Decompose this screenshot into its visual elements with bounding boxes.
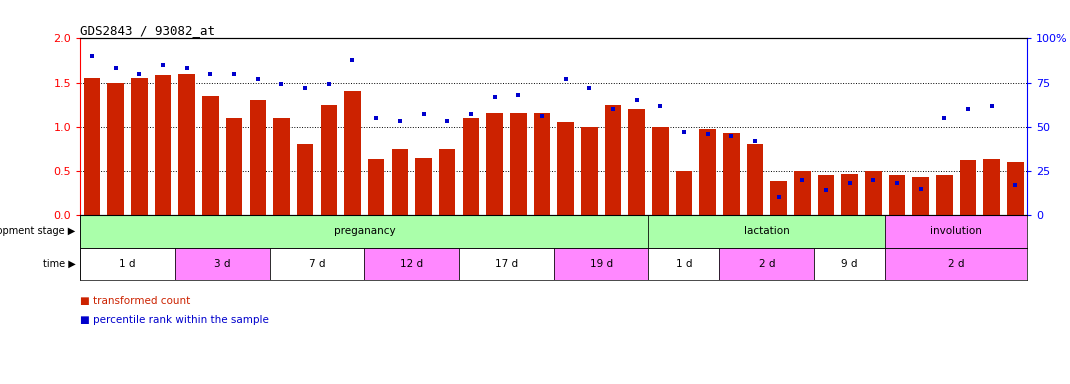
- Text: 12 d: 12 d: [400, 259, 424, 269]
- Bar: [80, 215, 648, 248]
- Bar: [770, 182, 786, 215]
- Bar: [648, 248, 719, 280]
- Bar: [700, 129, 716, 215]
- Bar: [459, 248, 554, 280]
- Bar: [83, 78, 101, 215]
- Bar: [648, 215, 885, 248]
- Bar: [296, 144, 314, 215]
- Bar: [983, 159, 1000, 215]
- Text: 1 d: 1 d: [120, 259, 136, 269]
- Bar: [345, 91, 361, 215]
- Bar: [554, 248, 648, 280]
- Bar: [392, 149, 408, 215]
- Bar: [814, 248, 885, 280]
- Bar: [885, 248, 1027, 280]
- Bar: [889, 175, 905, 215]
- Text: 2 d: 2 d: [948, 259, 964, 269]
- Text: ■ percentile rank within the sample: ■ percentile rank within the sample: [80, 315, 270, 325]
- Text: 7 d: 7 d: [309, 259, 325, 269]
- Bar: [226, 118, 243, 215]
- Bar: [273, 118, 290, 215]
- Bar: [794, 171, 811, 215]
- Bar: [652, 127, 669, 215]
- Bar: [107, 83, 124, 215]
- Bar: [719, 248, 814, 280]
- Bar: [557, 122, 574, 215]
- Bar: [628, 109, 645, 215]
- Text: 19 d: 19 d: [590, 259, 613, 269]
- Bar: [179, 74, 195, 215]
- Bar: [132, 78, 148, 215]
- Bar: [960, 160, 976, 215]
- Text: involution: involution: [930, 226, 982, 237]
- Bar: [936, 175, 952, 215]
- Bar: [1007, 162, 1024, 215]
- Bar: [817, 175, 835, 215]
- Bar: [462, 118, 479, 215]
- Bar: [249, 100, 266, 215]
- Text: 1 d: 1 d: [675, 259, 692, 269]
- Bar: [885, 215, 1027, 248]
- Bar: [80, 248, 175, 280]
- Text: lactation: lactation: [744, 226, 790, 237]
- Bar: [747, 144, 763, 215]
- Bar: [486, 114, 503, 215]
- Bar: [605, 104, 622, 215]
- Bar: [510, 114, 526, 215]
- Bar: [155, 76, 171, 215]
- Bar: [175, 248, 270, 280]
- Text: 3 d: 3 d: [214, 259, 230, 269]
- Bar: [581, 127, 597, 215]
- Text: 9 d: 9 d: [841, 259, 858, 269]
- Bar: [321, 104, 337, 215]
- Bar: [368, 159, 384, 215]
- Text: GDS2843 / 93082_at: GDS2843 / 93082_at: [80, 24, 215, 37]
- Bar: [865, 171, 882, 215]
- Bar: [270, 248, 364, 280]
- Bar: [675, 171, 692, 215]
- Bar: [534, 114, 550, 215]
- Text: time ▶: time ▶: [43, 259, 76, 269]
- Bar: [364, 248, 459, 280]
- Text: ■ transformed count: ■ transformed count: [80, 296, 190, 306]
- Text: preganancy: preganancy: [334, 226, 395, 237]
- Bar: [913, 177, 929, 215]
- Bar: [723, 133, 739, 215]
- Bar: [415, 157, 432, 215]
- Bar: [439, 149, 456, 215]
- Text: development stage ▶: development stage ▶: [0, 226, 76, 237]
- Bar: [841, 174, 858, 215]
- Bar: [202, 96, 218, 215]
- Text: 2 d: 2 d: [759, 259, 775, 269]
- Text: 17 d: 17 d: [494, 259, 518, 269]
